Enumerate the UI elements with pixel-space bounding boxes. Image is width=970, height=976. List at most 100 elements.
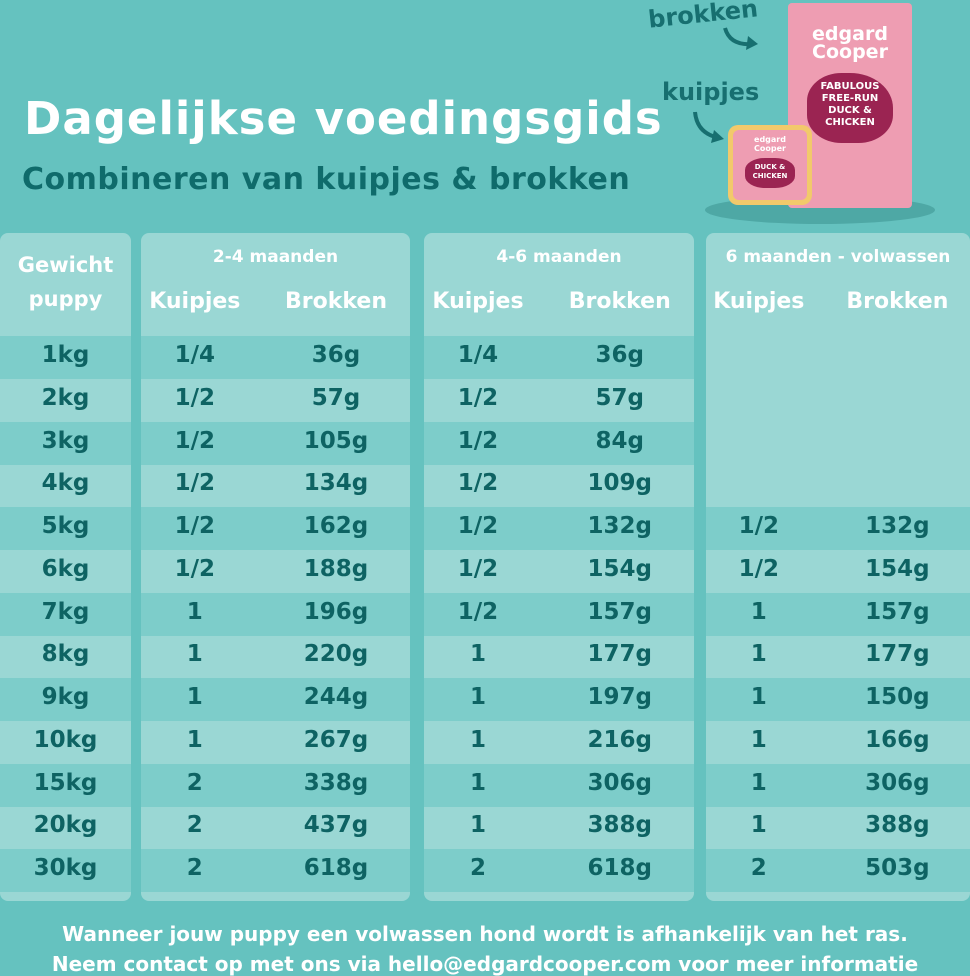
table-row: 30kg	[0, 849, 131, 892]
kuipjes-cell: 1/2	[174, 384, 215, 411]
weight-cell: 4kg	[41, 470, 90, 497]
table-row: 3kg	[0, 421, 131, 465]
table-row: 1/2 57g	[141, 379, 410, 422]
table-row	[706, 464, 970, 507]
kuipjes-cell: 1/2	[457, 384, 499, 411]
kuipjes-cell: 1	[750, 641, 767, 668]
brand-logo: edgard Cooper	[812, 23, 888, 63]
table-row: 1/2 84g	[424, 421, 694, 465]
weight-cell: 9kg	[41, 684, 90, 710]
brokken-cell: 36g	[595, 342, 644, 368]
table-row: 1 244g	[141, 678, 410, 721]
brokken-cell: 388g	[587, 812, 652, 839]
brokken-cell: 166g	[865, 726, 930, 753]
kuipjes-cell: 1	[750, 812, 767, 839]
table-row: 1/2 188g	[141, 550, 410, 593]
table-row: 1/4 36g	[424, 336, 694, 379]
page-title: Dagelijkse voedingsgids	[24, 92, 663, 145]
brokken-cell: 150g	[865, 684, 930, 710]
table-row: 2kg	[0, 379, 131, 422]
group-header: 2-4 maanden	[212, 247, 339, 267]
table-row: 1/2 132g	[706, 507, 970, 550]
weight-cell: 10kg	[33, 726, 98, 753]
column-header-kuipjes: Kuipjes	[432, 289, 524, 314]
label-kuipjes: kuipjes	[662, 78, 760, 106]
weight-cell: 20kg	[33, 812, 98, 839]
table-row	[706, 379, 970, 422]
table-row: 2 503g	[706, 849, 970, 892]
kuipjes-cell: 1	[469, 641, 486, 668]
kuipjes-cell: 1/2	[174, 470, 215, 497]
column-header-kuipjes: Kuipjes	[149, 289, 241, 314]
weight-cell: 3kg	[41, 427, 90, 454]
table-row: 7kg	[0, 592, 131, 636]
brokken-cell: 105g	[303, 427, 369, 454]
table-row: 1/2 134g	[141, 464, 410, 507]
weight-cell: 5kg	[41, 513, 90, 539]
brokken-cell: 197g	[587, 684, 652, 710]
table-row: 1/2 162g	[141, 507, 410, 550]
kuipjes-cell: 1	[750, 726, 767, 753]
table-row: 1/4 36g	[141, 336, 410, 379]
brokken-cell: 216g	[587, 726, 652, 753]
brokken-cell: 132g	[587, 513, 652, 539]
age-group-1: 2-4 maanden Kuipjes Brokken 1/4 36g 1/2 57g 1/2…	[141, 233, 410, 901]
table-row: 1 216g	[424, 721, 694, 764]
table-row: 5kg	[0, 507, 131, 550]
weight-cell: 30kg	[33, 855, 98, 881]
kuipjes-cell: 1	[469, 726, 486, 753]
table-row: 1 166g	[706, 721, 970, 764]
column-header-brokken: Brokken	[846, 289, 949, 314]
kuipjes-cell: 2	[186, 855, 203, 881]
brokken-cell: 196g	[303, 598, 369, 625]
table-row: 1/2 105g	[141, 421, 410, 465]
brokken-cell: 157g	[587, 598, 652, 625]
page-subtitle: Combineren van kuipjes & brokken	[22, 162, 631, 197]
brokken-cell: 618g	[303, 855, 369, 881]
table-row: 6kg	[0, 550, 131, 593]
kuipjes-cell: 1	[750, 769, 767, 796]
brokken-cell: 267g	[303, 726, 369, 753]
kuipjes-cell: 1	[469, 769, 486, 796]
brokken-cell: 618g	[587, 855, 652, 881]
kuipjes-cell: 1/2	[174, 513, 215, 539]
weight-header: puppy	[28, 287, 103, 311]
table-row: 2 618g	[424, 849, 694, 892]
kuipjes-cell: 1	[469, 684, 486, 710]
brokken-cell: 244g	[303, 684, 369, 710]
brokken-cell: 503g	[865, 855, 930, 881]
weight-cell: 15kg	[33, 769, 98, 796]
kuipjes-cell: 1/4	[457, 342, 499, 368]
kuipjes-cell: 1/2	[457, 513, 499, 539]
brokken-cell: 162g	[303, 513, 369, 539]
weight-cell: 8kg	[41, 641, 90, 668]
table-row: 1 306g	[706, 763, 970, 807]
group-header: 6 maanden - volwassen	[725, 247, 951, 267]
table-row: 1 157g	[706, 592, 970, 636]
brokken-cell: 134g	[303, 470, 369, 497]
table-row: 4kg	[0, 464, 131, 507]
table-row: 1/2 109g	[424, 464, 694, 507]
table-row: 1kg	[0, 336, 131, 379]
table-row: 1 267g	[141, 721, 410, 764]
table-row: 1 197g	[424, 678, 694, 721]
kuipjes-cell: 1	[186, 598, 203, 625]
brokken-cell: 154g	[865, 555, 930, 582]
brokken-cell: 177g	[587, 641, 652, 668]
table-row: 8kg	[0, 635, 131, 678]
kuipjes-cell: 1	[750, 684, 767, 710]
kuipjes-cell: 1/2	[457, 470, 499, 497]
bag-product-name: FABULOUS FREE-RUN DUCK & CHICKEN	[820, 81, 880, 128]
table-row: 1 220g	[141, 635, 410, 678]
kuipjes-cell: 1/2	[738, 555, 779, 582]
kuipjes-cell: 2	[186, 769, 203, 796]
column-header-brokken: Brokken	[568, 289, 671, 314]
brokken-cell: 109g	[587, 470, 652, 497]
brokken-cell: 157g	[865, 598, 930, 625]
weight-cell: 6kg	[41, 555, 90, 582]
brokken-cell: 220g	[303, 641, 369, 668]
table-row: 1 306g	[424, 763, 694, 807]
kuipjes-cell: 1/2	[457, 555, 499, 582]
kuipjes-cell: 1	[186, 641, 203, 668]
table-row: 10kg	[0, 721, 131, 764]
